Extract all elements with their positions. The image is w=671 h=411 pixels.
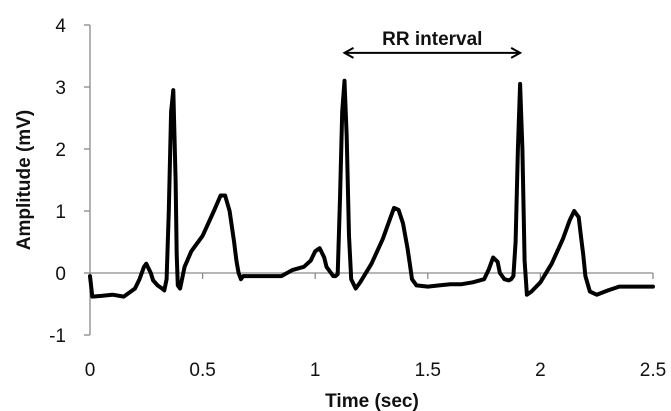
x-axis-label: Time (sec) (325, 391, 419, 411)
y-tick-label: 2 (55, 140, 66, 161)
x-tick-label: 0.5 (189, 360, 215, 381)
x-tick-label: 0 (85, 360, 96, 381)
x-tick-label: 1.5 (415, 360, 441, 381)
x-tick-label: 1 (310, 360, 321, 381)
y-tick-label: 0 (55, 264, 66, 285)
y-tick-label: 3 (55, 78, 66, 99)
rr-interval-annotation: RR interval (342, 29, 523, 59)
y-axis-label: Amplitude (mV) (14, 110, 35, 250)
x-axis-ticks: 0 0.5 1 1.5 2 2.5 (85, 273, 666, 381)
rr-interval-arrowhead-right (510, 47, 523, 59)
ecg-series-line (88, 78, 655, 299)
x-tick-label: 2 (535, 360, 546, 381)
y-tick-label: -1 (49, 326, 66, 347)
y-axis-ticks: -1 0 1 2 3 4 (49, 16, 90, 347)
rr-interval-label: RR interval (382, 29, 482, 50)
y-tick-label: 4 (55, 16, 66, 37)
rr-interval-arrowhead-left (342, 47, 354, 59)
y-tick-label: 1 (55, 202, 66, 223)
x-tick-label: 2.5 (640, 360, 666, 381)
